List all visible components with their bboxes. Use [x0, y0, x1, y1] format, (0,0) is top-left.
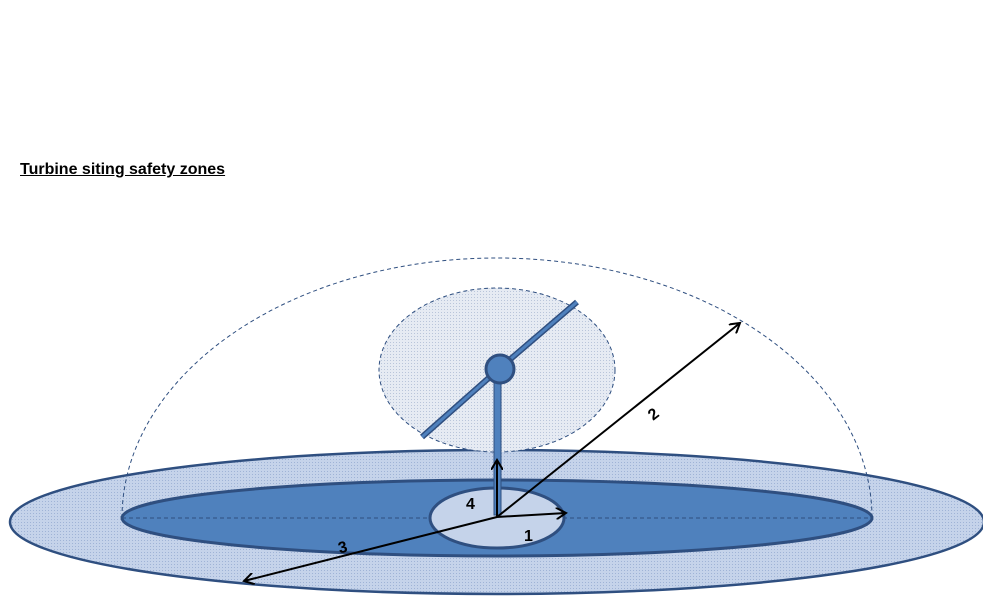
- title: Turbine siting safety zones: [20, 161, 226, 178]
- hemisphere: [121, 257, 873, 519]
- hub: [484, 353, 516, 385]
- label-2: 2: [645, 405, 663, 424]
- label-3: 3: [337, 539, 350, 558]
- label-4: 4: [466, 496, 475, 513]
- arrow-1: [496, 513, 566, 517]
- label-1: 1: [524, 528, 533, 545]
- arrow-2: [496, 323, 740, 518]
- arrow-3: [244, 516, 498, 581]
